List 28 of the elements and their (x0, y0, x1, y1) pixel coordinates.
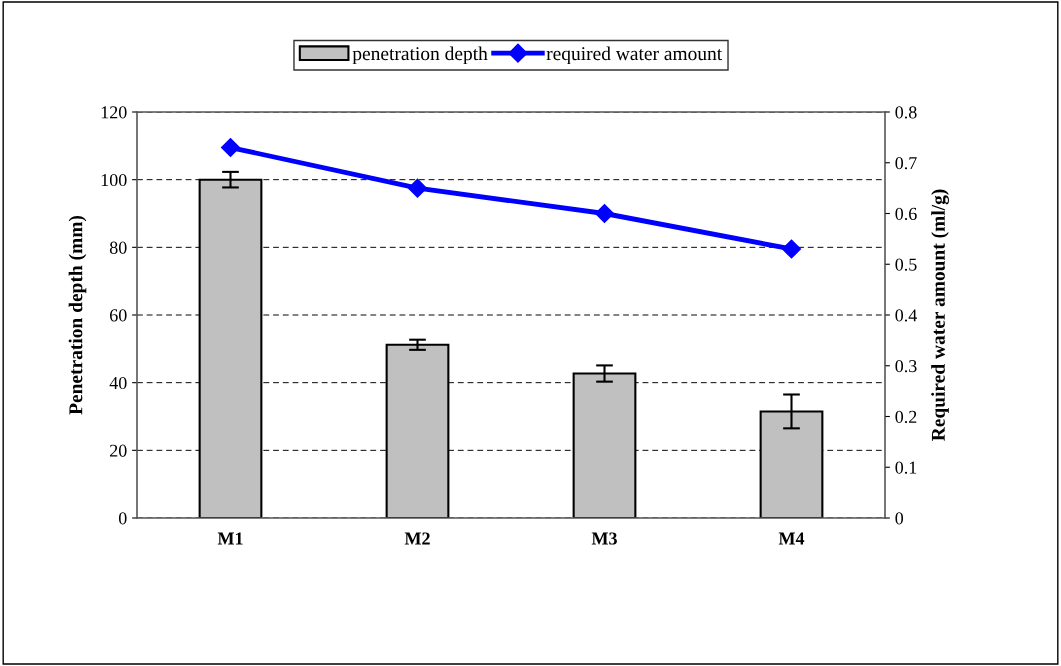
y-axis-title: Penetration depth (mm) (68, 215, 87, 415)
y2-tick-label: 0.7 (895, 157, 917, 170)
y2-tick-label: 0.1 (895, 461, 917, 474)
legend-label: required water amount (546, 46, 723, 65)
y2-tick-label: 0.8 (895, 106, 917, 119)
y2-axis-title: Required water amount (ml/g) (931, 189, 949, 441)
y2-tick-label: 0.3 (895, 360, 917, 373)
point (220, 137, 241, 158)
y2-tick-label: 0.4 (895, 309, 918, 322)
x-tick-label: M3 (591, 532, 617, 545)
x-tick-label: M2 (404, 532, 430, 545)
y-tick-label: 80 (109, 241, 127, 254)
y-tick-label: 20 (110, 444, 127, 457)
y2-tick-label: 0 (895, 512, 904, 525)
y2-tick-label: 0.6 (895, 207, 917, 221)
x-tick-label: M1 (217, 532, 243, 545)
y-tick-label: 120 (101, 106, 127, 119)
y-tick-label: 0 (118, 512, 127, 525)
x-tick-label: M4 (778, 532, 805, 545)
y2-tick-label: 0.2 (895, 410, 917, 424)
point (781, 239, 802, 259)
y2-tick-label: 0.5 (895, 258, 917, 271)
legend-label: penetration depth (352, 46, 488, 65)
point (407, 178, 428, 198)
y-tick-label: 40 (109, 376, 127, 390)
y-tick-label: 60 (110, 309, 127, 322)
y-tick-label: 100 (101, 173, 127, 187)
point (594, 203, 615, 224)
